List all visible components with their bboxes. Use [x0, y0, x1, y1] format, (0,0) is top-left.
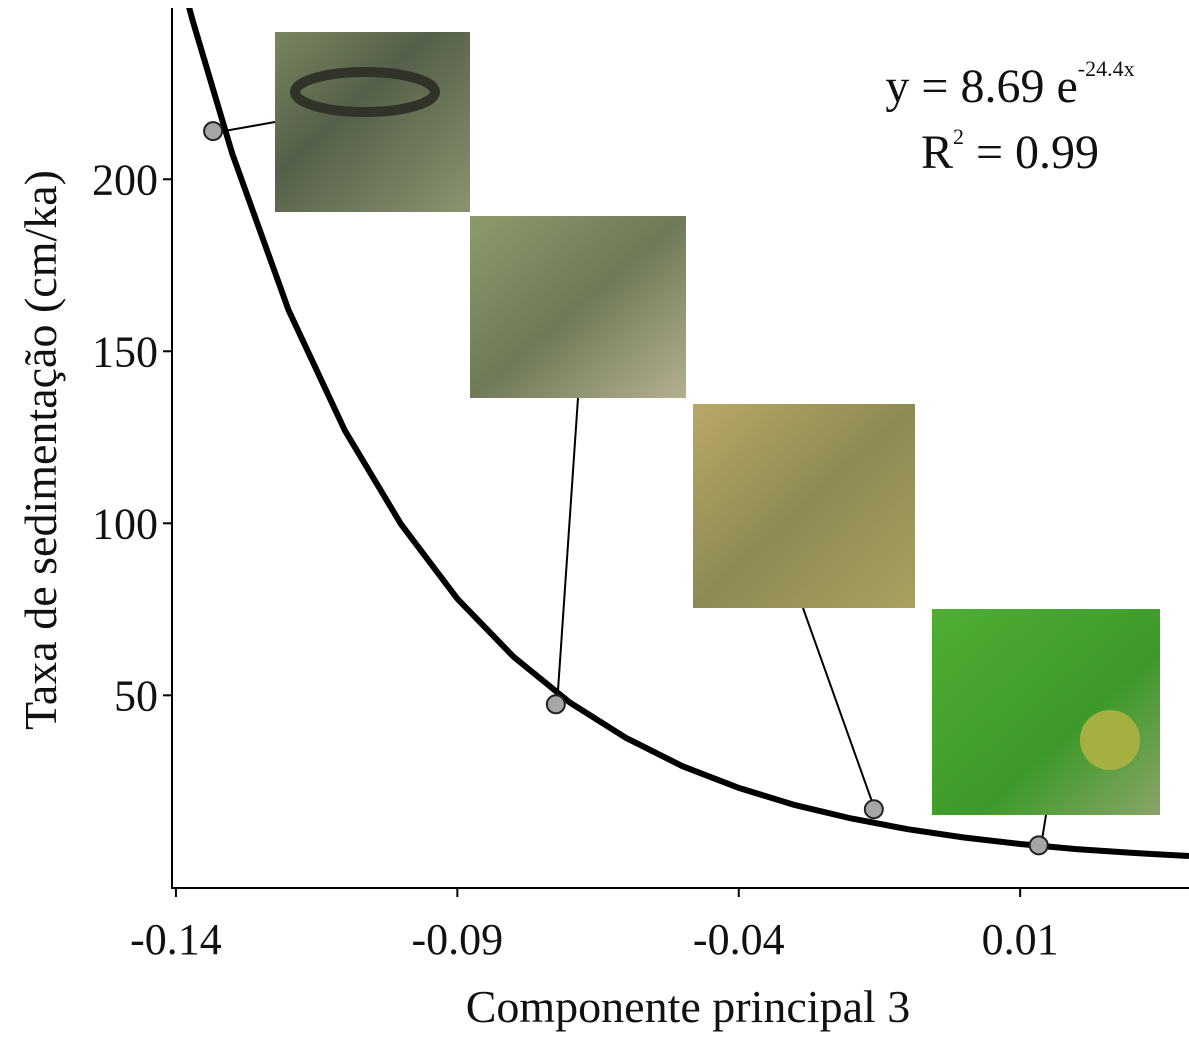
x-tick-label: -0.09 — [412, 915, 504, 964]
x-tick-label: -0.14 — [130, 915, 222, 964]
x-tick-label: -0.04 — [693, 915, 785, 964]
photo-insets — [212, 32, 1160, 847]
x-axis-label: Componente principal 3 — [466, 981, 911, 1032]
equation-exponent: -24.4x — [1078, 56, 1135, 81]
leader-line — [556, 397, 579, 706]
r-squared-text: R — [921, 126, 953, 179]
y-tick-label: 200 — [92, 155, 158, 204]
leader-line — [802, 607, 876, 811]
y-tick-label: 100 — [92, 499, 158, 548]
data-point — [545, 694, 566, 715]
plot-area — [186, 8, 1189, 859]
fit-curve — [186, 8, 1189, 859]
photo — [275, 32, 470, 212]
y-axis-label: Taxa de sedimentação (cm/ka) — [15, 170, 66, 730]
y-tick-label: 50 — [114, 671, 158, 720]
data-point — [203, 121, 224, 142]
r-squared: R2 = 0.99 — [921, 124, 1099, 179]
r-squared-value: = 0.99 — [964, 126, 1099, 179]
equation: y = 8.69 e-24.4x — [885, 56, 1134, 113]
y-tick-label: 150 — [92, 327, 158, 376]
equation-text: y = 8.69 e — [885, 60, 1077, 113]
data-point — [863, 799, 884, 820]
photo — [932, 609, 1160, 815]
r-squared-exponent: 2 — [953, 124, 964, 149]
data-point — [1028, 835, 1049, 856]
photo-detail — [1080, 710, 1140, 770]
photo — [470, 216, 686, 398]
photo-detail — [290, 67, 440, 117]
x-tick-label: 0.01 — [982, 915, 1059, 964]
photo — [693, 404, 915, 608]
